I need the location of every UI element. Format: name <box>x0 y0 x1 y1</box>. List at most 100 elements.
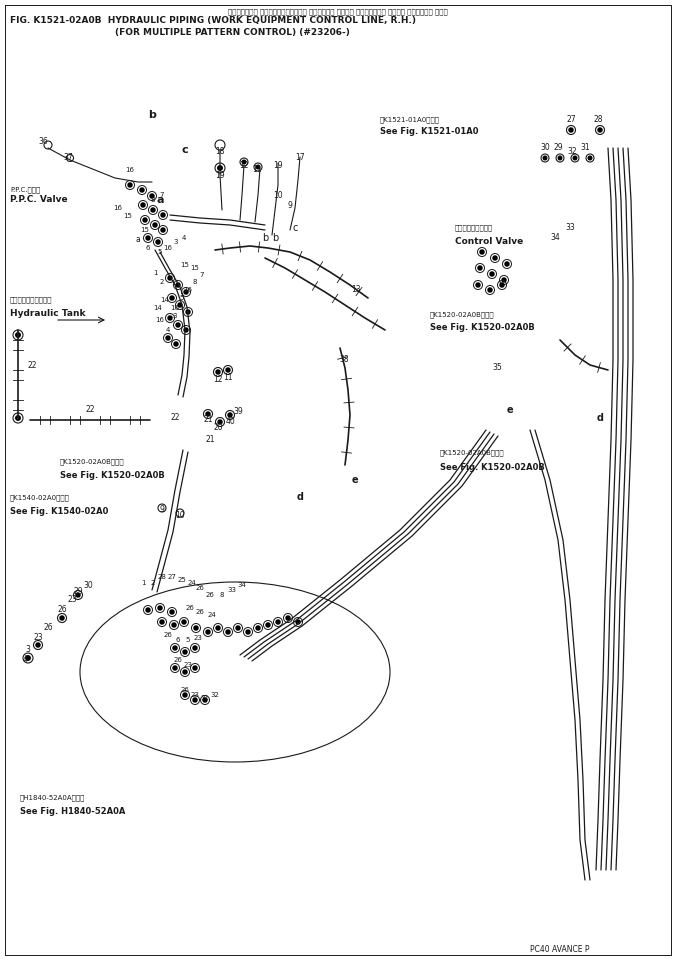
Circle shape <box>140 188 144 192</box>
Text: 19: 19 <box>273 160 283 170</box>
Circle shape <box>236 626 240 630</box>
Text: 11: 11 <box>252 166 262 175</box>
Text: 17: 17 <box>295 153 305 162</box>
Text: d: d <box>596 413 604 423</box>
Circle shape <box>256 626 260 630</box>
Text: 25: 25 <box>178 577 187 583</box>
Text: 33: 33 <box>565 223 575 232</box>
Text: 13: 13 <box>352 286 361 294</box>
Text: 34: 34 <box>237 582 247 588</box>
Text: b: b <box>148 110 156 120</box>
Circle shape <box>569 128 573 132</box>
Text: 9: 9 <box>160 505 164 514</box>
Circle shape <box>150 194 154 198</box>
Text: See Fig. K1540-02A0: See Fig. K1540-02A0 <box>10 507 108 517</box>
Text: 16: 16 <box>155 317 164 323</box>
Text: e: e <box>507 405 513 415</box>
Text: c: c <box>292 223 297 233</box>
Circle shape <box>178 303 182 307</box>
Text: 28: 28 <box>158 574 166 580</box>
Circle shape <box>276 620 280 624</box>
Circle shape <box>490 272 494 276</box>
Text: 28: 28 <box>594 115 603 125</box>
Text: 9: 9 <box>287 200 293 209</box>
Text: ハイドロリックタンク: ハイドロリックタンク <box>10 296 53 303</box>
Text: 16: 16 <box>114 205 122 211</box>
Circle shape <box>76 593 80 597</box>
Circle shape <box>184 290 188 294</box>
Text: See Fig. K1520-02A0B: See Fig. K1520-02A0B <box>430 323 535 333</box>
Text: 19: 19 <box>215 171 225 179</box>
Text: a: a <box>156 195 164 205</box>
Circle shape <box>206 412 210 416</box>
Circle shape <box>193 666 197 670</box>
Text: 第K1520-02A0B図参照: 第K1520-02A0B図参照 <box>440 450 504 456</box>
Circle shape <box>174 342 178 346</box>
Text: コントロールバルブ: コントロールバルブ <box>455 224 493 231</box>
Text: 16: 16 <box>164 245 172 251</box>
Text: 26: 26 <box>164 632 172 638</box>
Circle shape <box>242 160 246 164</box>
Circle shape <box>183 670 187 674</box>
Circle shape <box>218 420 222 424</box>
Text: 第K1540-02A0図参照: 第K1540-02A0図参照 <box>10 495 70 502</box>
Text: a: a <box>136 236 141 245</box>
Text: 2: 2 <box>151 580 155 586</box>
Circle shape <box>588 156 592 160</box>
Circle shape <box>176 283 180 287</box>
Circle shape <box>16 416 20 420</box>
Circle shape <box>203 698 207 702</box>
Text: 12: 12 <box>239 160 249 170</box>
Text: 8: 8 <box>220 592 224 598</box>
Text: 23: 23 <box>184 662 193 668</box>
Text: 第K1520-02A0B図参照: 第K1520-02A0B図参照 <box>60 458 124 465</box>
Text: Control Valve: Control Valve <box>455 238 523 246</box>
Circle shape <box>183 693 187 697</box>
Text: 27: 27 <box>168 574 176 580</box>
Text: 26: 26 <box>174 657 183 663</box>
Text: 29: 29 <box>553 144 563 152</box>
Text: 3: 3 <box>26 645 30 654</box>
Text: 33: 33 <box>228 587 237 593</box>
Circle shape <box>544 156 547 160</box>
Text: 3: 3 <box>174 239 178 245</box>
Circle shape <box>218 166 222 171</box>
Circle shape <box>296 620 300 624</box>
Text: 26: 26 <box>195 609 204 615</box>
Text: 38: 38 <box>339 356 349 364</box>
Circle shape <box>143 218 147 222</box>
Text: 14: 14 <box>153 305 162 311</box>
Text: 16: 16 <box>183 287 193 293</box>
Circle shape <box>172 623 176 627</box>
Text: 21: 21 <box>203 415 213 425</box>
Circle shape <box>184 328 188 332</box>
Circle shape <box>502 278 506 282</box>
Circle shape <box>500 283 504 287</box>
Circle shape <box>505 262 509 266</box>
Text: 8: 8 <box>151 197 155 203</box>
Circle shape <box>226 630 230 634</box>
Text: 34: 34 <box>550 233 560 243</box>
Text: 14: 14 <box>161 297 170 303</box>
Text: 4: 4 <box>22 656 28 665</box>
Text: b: b <box>262 233 268 243</box>
Circle shape <box>193 698 197 702</box>
Circle shape <box>151 208 155 212</box>
Text: 21: 21 <box>206 435 215 445</box>
Text: 15: 15 <box>141 227 149 233</box>
Circle shape <box>216 370 220 374</box>
Text: See Fig. K1520-02A0B: See Fig. K1520-02A0B <box>60 471 165 480</box>
Circle shape <box>246 630 250 634</box>
Circle shape <box>166 336 170 340</box>
Text: FIG. K1521-02A0B  HYDRAULIC PIPING (WORK EQUIPMENT CONTROL LINE, R.H.): FIG. K1521-02A0B HYDRAULIC PIPING (WORK … <box>10 15 416 25</box>
Text: 35: 35 <box>492 363 502 372</box>
Circle shape <box>186 310 190 314</box>
Text: 37: 37 <box>63 153 73 162</box>
Circle shape <box>170 296 174 300</box>
Text: 26: 26 <box>180 687 189 693</box>
Circle shape <box>173 666 177 670</box>
Text: Hydraulic Tank: Hydraulic Tank <box>10 310 85 318</box>
Text: See Fig. K1520-02A0B: See Fig. K1520-02A0B <box>440 462 545 472</box>
Text: 16: 16 <box>170 305 180 311</box>
Text: 36: 36 <box>38 137 48 147</box>
